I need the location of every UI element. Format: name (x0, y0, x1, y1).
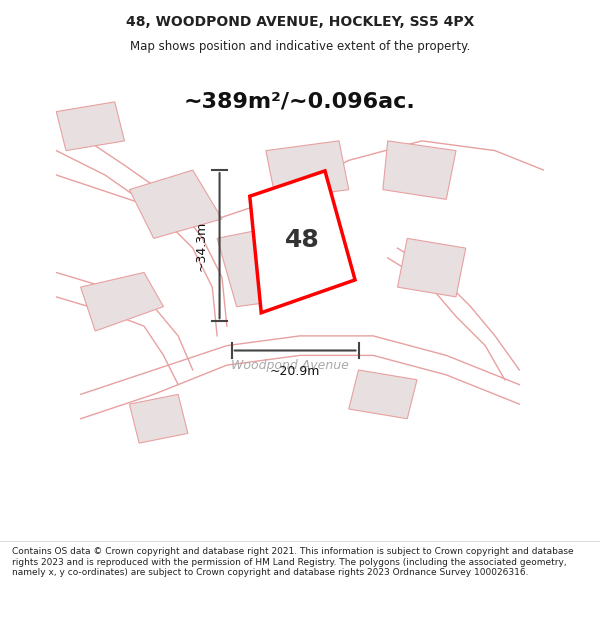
Polygon shape (80, 272, 163, 331)
Polygon shape (130, 170, 222, 238)
Polygon shape (56, 102, 124, 151)
Text: 48: 48 (285, 228, 320, 252)
Text: Map shows position and indicative extent of the property.: Map shows position and indicative extent… (130, 40, 470, 53)
Text: Woodpond Avenue: Woodpond Avenue (232, 359, 349, 372)
Polygon shape (266, 141, 349, 199)
Polygon shape (383, 141, 456, 199)
Polygon shape (349, 370, 417, 419)
Text: 48, WOODPOND AVENUE, HOCKLEY, SS5 4PX: 48, WOODPOND AVENUE, HOCKLEY, SS5 4PX (126, 15, 474, 29)
Text: ~20.9m: ~20.9m (270, 365, 320, 378)
Text: Contains OS data © Crown copyright and database right 2021. This information is : Contains OS data © Crown copyright and d… (12, 548, 574, 577)
Polygon shape (398, 238, 466, 297)
Text: ~389m²/~0.096ac.: ~389m²/~0.096ac. (184, 92, 416, 112)
Polygon shape (217, 224, 310, 307)
Text: ~34.3m: ~34.3m (194, 221, 208, 271)
Polygon shape (130, 394, 188, 443)
Polygon shape (250, 171, 355, 312)
